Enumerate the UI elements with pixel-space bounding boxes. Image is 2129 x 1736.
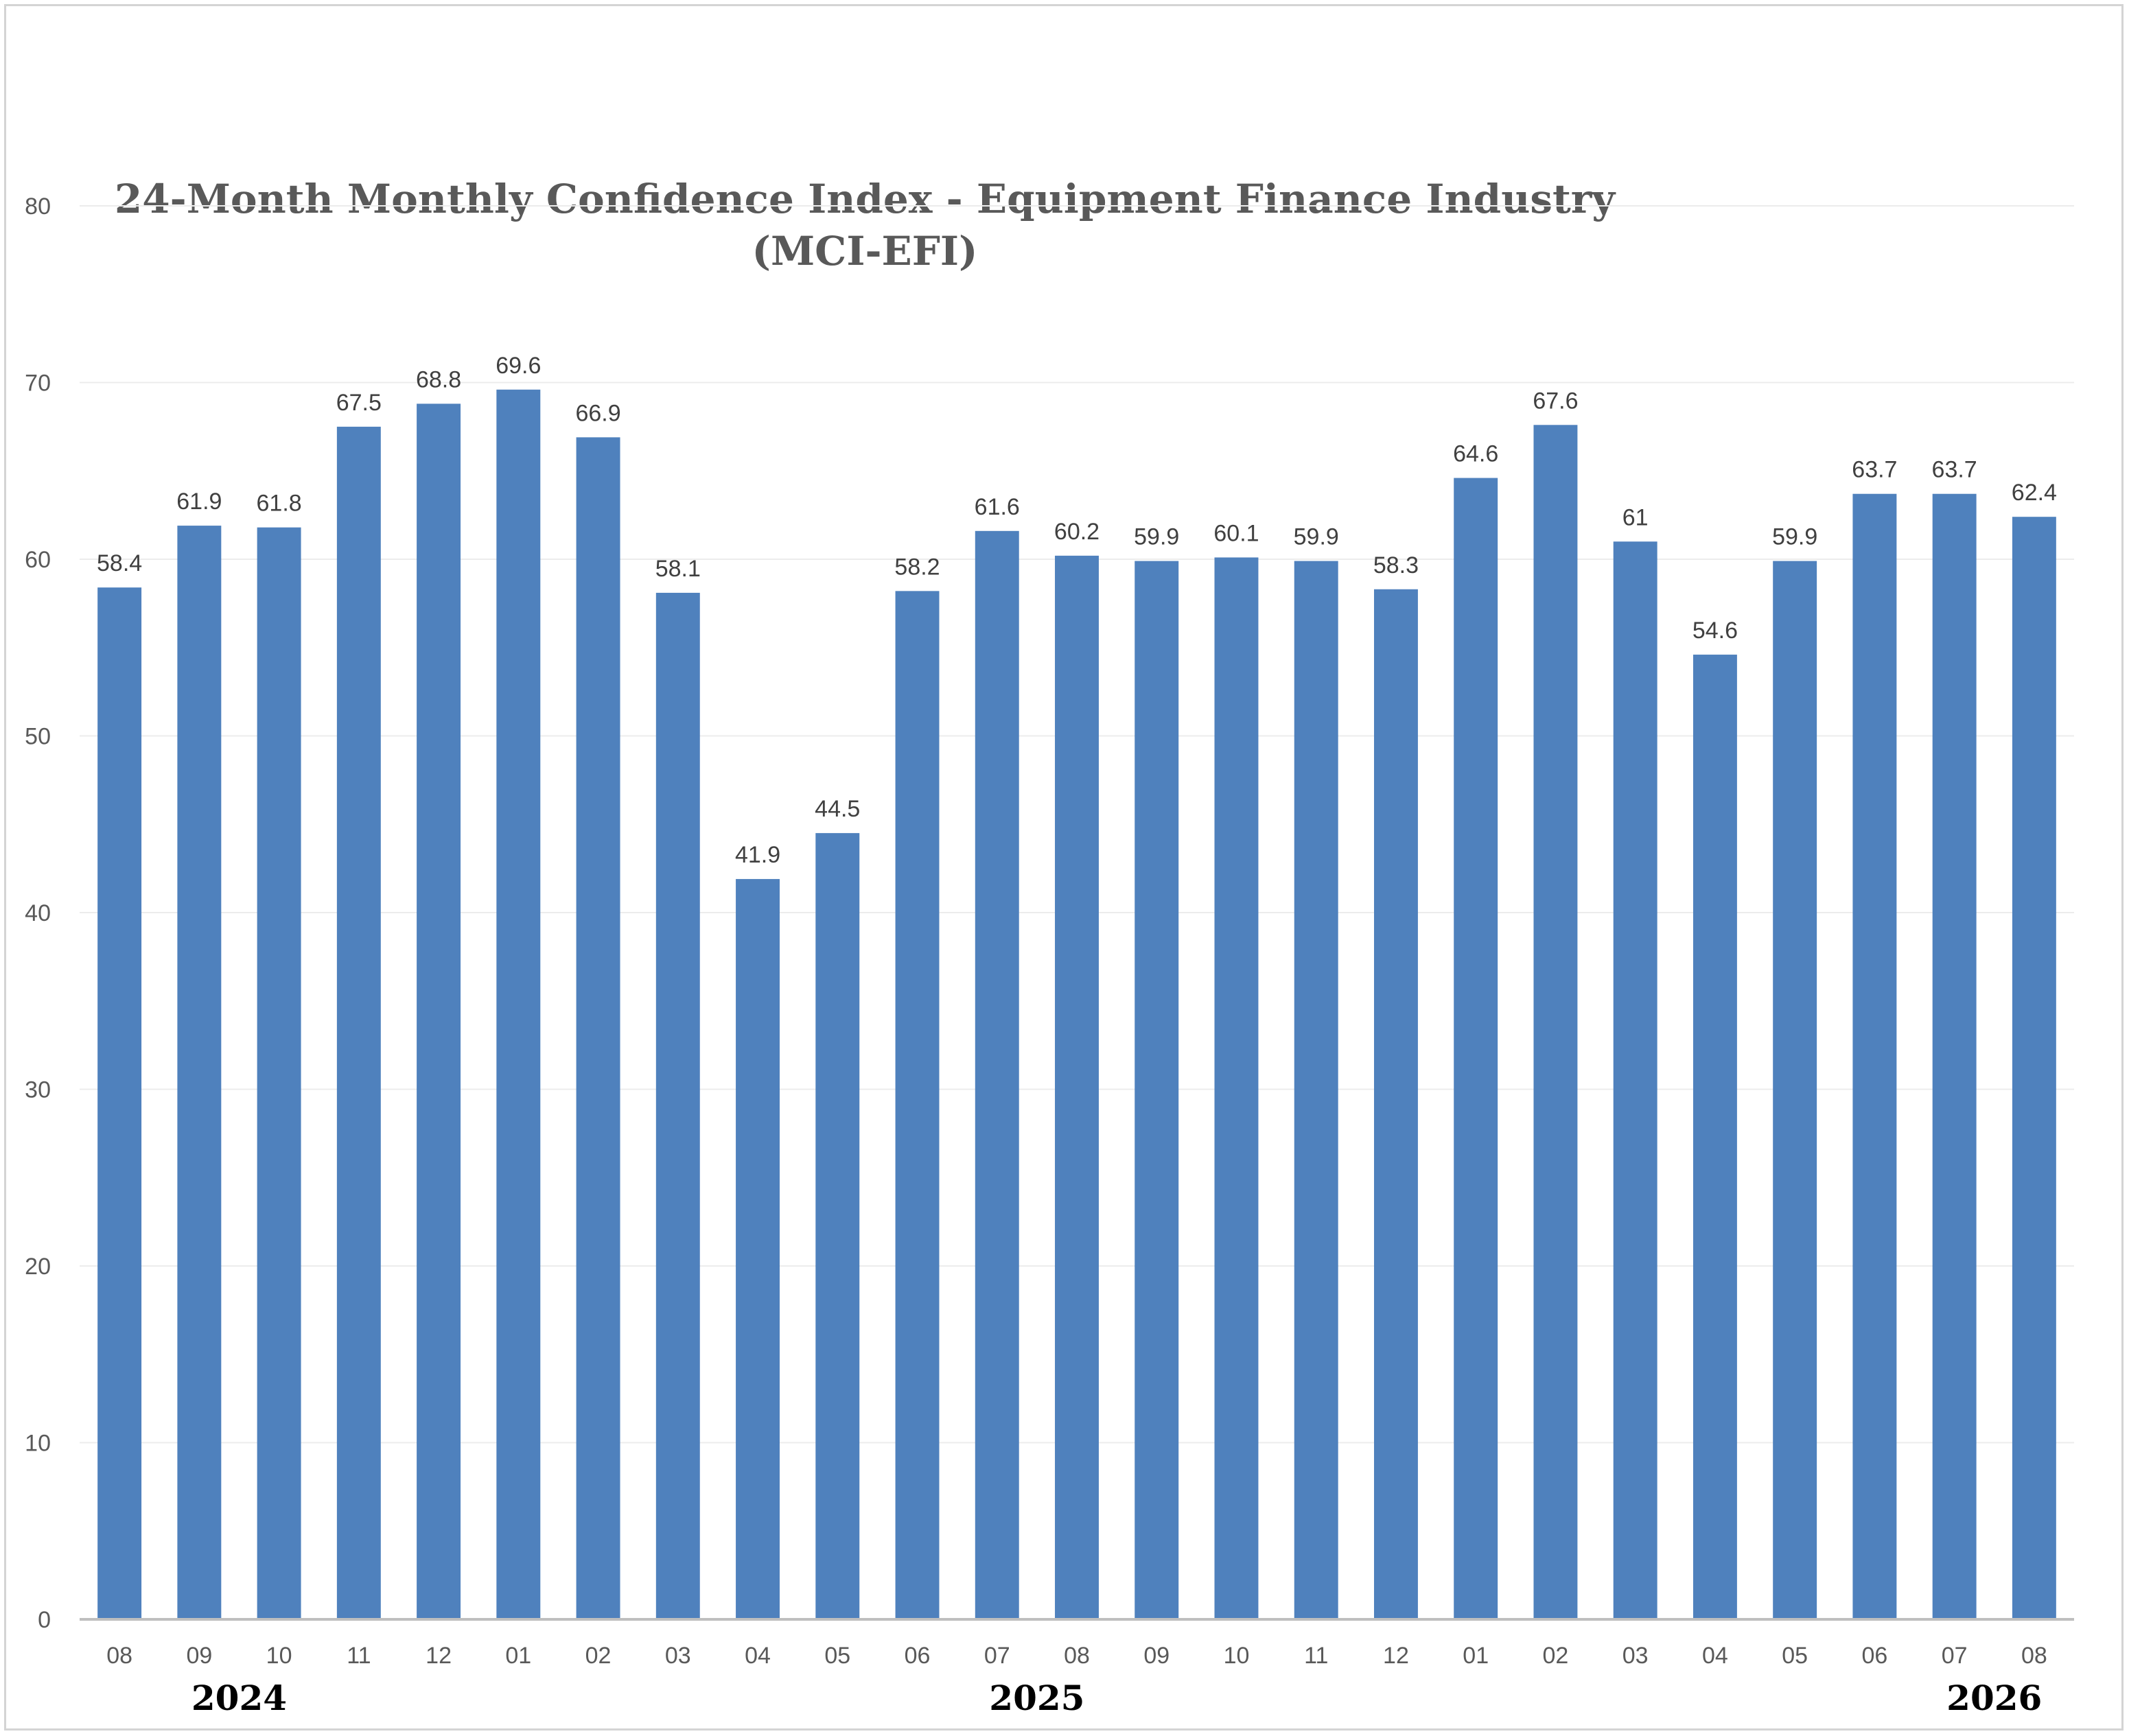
x-tick-label: 11: [347, 1643, 371, 1669]
data-label: 44.5: [815, 796, 860, 822]
data-label: 54.6: [1692, 618, 1738, 644]
data-label: 60.2: [1054, 519, 1100, 545]
bar: [975, 530, 1019, 1619]
x-tick-label: 08: [2021, 1643, 2047, 1669]
data-label: 60.1: [1213, 520, 1259, 546]
y-tick-label: 60: [25, 547, 51, 573]
bar: [1852, 493, 1897, 1619]
bar: [895, 591, 940, 1619]
x-tick-label: 12: [426, 1643, 452, 1669]
x-tick-label: 04: [1702, 1643, 1728, 1669]
x-tick-label: 01: [505, 1643, 531, 1669]
x-tick-label: 05: [1782, 1643, 1808, 1669]
data-label: 67.6: [1533, 388, 1578, 414]
bar: [1533, 425, 1578, 1619]
x-tick-label: 04: [745, 1643, 771, 1669]
bar: [1214, 557, 1259, 1619]
x-tick-label: 03: [665, 1643, 691, 1669]
y-tick-label: 20: [25, 1254, 51, 1280]
data-label: 66.9: [575, 400, 620, 426]
y-tick-label: 0: [38, 1607, 51, 1633]
x-tick-label: 09: [186, 1643, 212, 1669]
y-tick-label: 30: [25, 1077, 51, 1103]
data-labels: 58.4 61.9 61.8 67.5 68.8 69.6 66.9 58.1 41.9 44.5…: [97, 353, 2057, 868]
x-tick-label: 05: [824, 1643, 850, 1669]
y-tick-label: 50: [25, 724, 51, 750]
x-tick-label: 03: [1622, 1643, 1649, 1669]
x-tick-label: 08: [1064, 1643, 1090, 1669]
data-label: 63.7: [1852, 457, 1897, 483]
y-tick-label: 10: [25, 1431, 51, 1457]
data-label: 41.9: [735, 842, 780, 868]
bar: [496, 389, 541, 1619]
y-tick-label: 70: [25, 371, 51, 397]
x-tick-label: 06: [905, 1643, 931, 1669]
bar: [576, 437, 620, 1620]
data-label: 62.4: [2012, 480, 2057, 506]
bar: [1294, 561, 1338, 1620]
data-label: 58.2: [894, 554, 940, 580]
bar: [1055, 555, 1099, 1619]
data-label: 59.9: [1294, 524, 1339, 550]
x-tick-label: 12: [1383, 1643, 1409, 1669]
data-label: 58.1: [655, 556, 701, 582]
bar: [1692, 655, 1737, 1619]
data-label: 64.6: [1453, 441, 1498, 467]
bar: [1135, 561, 1179, 1620]
data-label: 61.9: [176, 489, 222, 515]
chart-title: 24-Month Monthly Confidence Index - Equi…: [115, 176, 1616, 222]
x-tick-label: 02: [1543, 1643, 1569, 1669]
x-axis: 08 09 10 11 12 01 02 03 04 05 06 07 08 09 10 11 12 01 02 03…: [80, 1618, 2074, 1669]
bar: [736, 879, 780, 1619]
bar: [177, 526, 222, 1620]
data-label: 58.3: [1373, 552, 1419, 578]
data-label: 68.8: [416, 366, 461, 392]
year-label: 2024: [191, 1678, 287, 1718]
x-tick-label: 07: [984, 1643, 1010, 1669]
x-tick-label: 10: [1224, 1643, 1250, 1669]
bar: [1454, 478, 1498, 1619]
bar: [417, 403, 461, 1619]
bar: [257, 527, 301, 1619]
x-tick-label: 07: [1942, 1643, 1968, 1669]
bar: [655, 592, 700, 1619]
y-tick-label: 40: [25, 900, 51, 926]
data-label: 59.9: [1772, 524, 1817, 550]
bar: [2012, 517, 2056, 1620]
year-label: 2026: [1946, 1678, 2042, 1718]
bar: [1373, 589, 1418, 1619]
data-label: 61.8: [257, 491, 302, 517]
data-label: 61.6: [975, 494, 1020, 520]
data-label: 69.6: [496, 353, 541, 379]
x-tick-label: 09: [1143, 1643, 1170, 1669]
x-tick-label: 01: [1463, 1643, 1489, 1669]
data-label: 67.5: [336, 390, 382, 416]
bar: [1613, 541, 1657, 1619]
data-label: 59.9: [1134, 524, 1179, 550]
bars: [97, 389, 2056, 1620]
data-label: 63.7: [1932, 457, 1977, 483]
year-labels: 2024 2025 2026: [191, 1678, 2042, 1718]
bar: [336, 426, 381, 1619]
bar: [97, 587, 142, 1620]
year-label: 2025: [989, 1678, 1084, 1718]
bar: [1932, 493, 1977, 1619]
bar: [1773, 561, 1817, 1620]
x-tick-label: 02: [585, 1643, 612, 1669]
y-tick-label: 80: [25, 193, 51, 220]
x-tick-label: 08: [106, 1643, 132, 1669]
x-tick-label: 10: [266, 1643, 292, 1669]
x-tick-label: 06: [1861, 1643, 1887, 1669]
x-tick-label: 11: [1304, 1643, 1328, 1669]
data-label: 61: [1622, 504, 1649, 530]
y-axis: 0 10 20 30 40 50 60 70 80: [25, 193, 51, 1633]
data-label: 58.4: [97, 550, 142, 576]
bar: [815, 833, 860, 1619]
chart-subtitle: (MCI-EFI): [752, 228, 978, 274]
